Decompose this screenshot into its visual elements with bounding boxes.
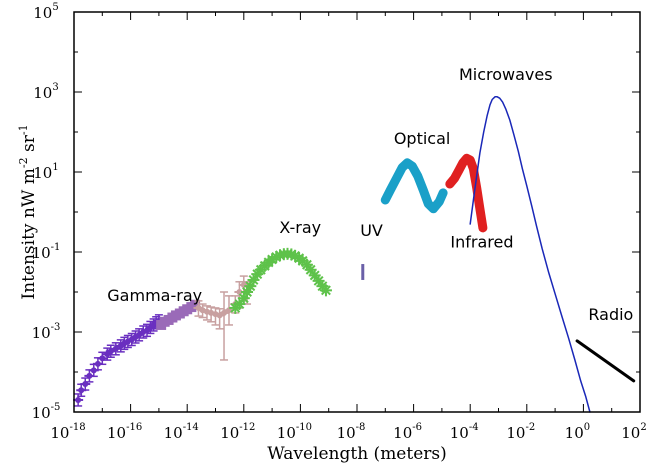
data-point-ray [309,270,320,281]
x-tick-exponent: -12 [239,422,255,433]
x-tick-label: 10-2 [506,422,535,442]
tick-layer: 10-18 10-16 10-14 10-12 10-10 10-8 10-6 10-4 10-… [32,2,647,442]
band-label-uv: UV [360,221,383,240]
x-tick-base: 10 [565,424,584,442]
x-tick-base: 10 [107,424,126,442]
series-line-optical [380,158,448,214]
data-point-ray [313,275,324,286]
x-tick-label: 10-4 [450,422,479,442]
x-tick-base: 10 [220,424,239,442]
x-tick-label: 10-14 [164,422,199,442]
x-tick-label: 10-8 [337,422,366,442]
data-point-dot [112,345,119,352]
y-tick-label: 101 [33,162,58,182]
data-point-ray [321,285,331,296]
y-tick-exponent: 5 [52,2,58,13]
x-tick-label: 100 [565,422,590,442]
x-tick-base: 10 [337,424,356,442]
x-tick-exponent: -2 [525,422,535,433]
y-tick-label: 10-1 [32,242,61,262]
y-axis-title-prefix: Intensity nW m [19,168,39,299]
x-tick-base: 10 [621,424,640,442]
x-tick-label: 10-10 [277,422,312,442]
series-line-microwaves [469,96,591,413]
series-infrared [445,153,488,233]
data-point-dot [90,367,97,374]
y-tick-label: 105 [33,2,58,22]
y-tick-base: 10 [32,404,51,422]
x-tick-exponent: -6 [412,422,422,433]
y-tick-exponent: -1 [51,242,61,253]
y-tick-base: 10 [32,324,51,342]
series-microwaves [469,96,591,413]
data-point [110,342,121,356]
data-point [219,291,230,361]
y-tick-base: 10 [33,84,52,102]
y-tick-exponent: 3 [52,82,58,93]
x-tick-exponent: 2 [640,422,646,433]
y-axis-title-mid: sr [19,134,39,157]
y-tick-exponent: 1 [52,162,58,173]
series-line-infrared [445,153,488,233]
band-label-radio: Radio [588,305,633,324]
data-point-dot [75,396,82,403]
data-point-ray [305,264,316,275]
series-gamma-ray-high [156,299,201,330]
y-axis-title-exp2: -1 [17,124,30,135]
band-label-microwaves: Microwaves [459,65,553,84]
x-tick-label: 10-16 [107,422,142,442]
x-tick-base: 10 [164,424,183,442]
y-axis-title-exp1: -2 [17,157,30,168]
data-point-dot [221,309,228,316]
x-tick-base: 10 [450,424,469,442]
y-tick-base: 10 [33,164,52,182]
data-point-dot [78,387,85,394]
x-tick-base: 10 [50,424,69,442]
y-tick-base: 10 [33,4,52,22]
band-label-x-ray: X-ray [279,218,321,237]
series-optical [380,158,448,214]
x-tick-exponent: -16 [126,422,142,433]
data-point-dot [86,372,93,379]
data-point [319,284,332,297]
data-point-dot [236,289,243,295]
series-layer [73,96,636,413]
band-label-optical: Optical [394,129,451,148]
data-point [190,299,201,310]
x-tick-exponent: -10 [296,422,312,433]
x-axis-title: Wavelength (meters) [267,444,447,464]
y-tick-label: 10-3 [32,322,61,342]
y-axis-title: Intensity nW m-2 sr-1 [17,124,39,299]
x-tick-base: 10 [277,424,296,442]
band-label-gamma-ray: Gamma-ray [107,286,202,305]
x-tick-exponent: -4 [469,422,479,433]
x-tick-label: 10-18 [50,422,85,442]
x-tick-exponent: -18 [69,422,85,433]
y-tick-label: 10-5 [32,402,61,422]
data-point-ray [301,259,312,270]
data-point [84,369,95,383]
x-tick-base: 10 [506,424,525,442]
series-x-ray [229,247,332,314]
x-tick-exponent: -14 [183,422,199,433]
data-point-ray [234,299,245,309]
series-line-radio [575,339,636,383]
x-tick-label: 102 [621,422,646,442]
x-tick-exponent: 0 [584,422,590,433]
band-label-infrared: Infrared [450,232,513,251]
data-point-dot [94,360,101,367]
annotation-layer: Gamma-ray X-ray UV Optical Infrared Microwave… [107,65,633,324]
x-tick-exponent: -8 [356,422,366,433]
series-radio [575,339,636,383]
y-tick-exponent: -3 [51,322,61,333]
y-tick-label: 103 [33,82,58,102]
y-tick-exponent: -5 [51,402,61,413]
x-tick-label: 10-6 [393,422,422,442]
x-tick-base: 10 [393,424,412,442]
y-tick-base: 10 [32,244,51,262]
data-point-ray [290,250,301,261]
x-tick-label: 10-12 [220,422,255,442]
